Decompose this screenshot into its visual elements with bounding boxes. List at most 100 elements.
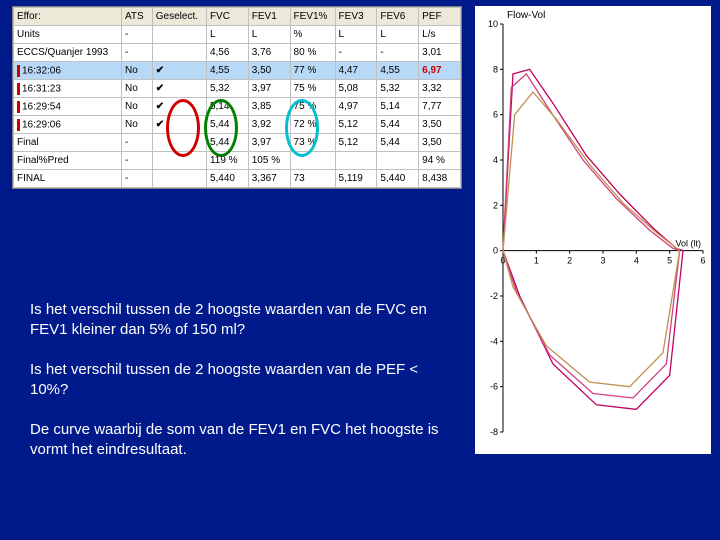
cell: 5,44: [206, 116, 248, 134]
cell: L: [248, 26, 290, 44]
svg-text:-6: -6: [490, 382, 498, 392]
table-row[interactable]: 16:29:54No✔5,143,8575 %4,975,147,77: [14, 98, 461, 116]
cell: 72 %: [290, 116, 335, 134]
cell: 75 %: [290, 98, 335, 116]
col-header: FVC: [206, 8, 248, 26]
cell: 5,440: [206, 170, 248, 188]
svg-text:5: 5: [667, 256, 672, 266]
cell: No: [121, 80, 152, 98]
col-header: FEV6: [377, 8, 419, 26]
cell: No: [121, 98, 152, 116]
cell: [152, 134, 206, 152]
cell: ✔: [152, 80, 206, 98]
cell: [152, 170, 206, 188]
svg-text:8: 8: [493, 64, 498, 74]
table-row[interactable]: Units-LL%LLL/s: [14, 26, 461, 44]
col-header: Geselect.: [152, 8, 206, 26]
effort-bar-icon: [17, 65, 20, 77]
effort-bar-icon: [17, 119, 20, 131]
cell: -: [121, 26, 152, 44]
cell: 3,50: [248, 62, 290, 80]
flow-volume-chart: Flow-Vol-8-6-4-202468100123456Vol (lt): [475, 6, 711, 454]
col-header: Effor:: [14, 8, 122, 26]
table-row[interactable]: 16:29:06No✔5,443,9272 %5,125,443,50: [14, 116, 461, 134]
cell: -: [121, 170, 152, 188]
spirometry-table: Effor:ATSGeselect.FVCFEV1FEV1%FEV3FEV6PE…: [12, 6, 462, 189]
svg-text:-2: -2: [490, 291, 498, 301]
svg-text:2: 2: [493, 200, 498, 210]
cell: -: [335, 44, 377, 62]
table-row[interactable]: 16:31:23No✔5,323,9775 %5,085,323,32: [14, 80, 461, 98]
cell: No: [121, 62, 152, 80]
col-header: FEV1%: [290, 8, 335, 26]
cell: 16:31:23: [14, 80, 122, 98]
effort-bar-icon: [17, 83, 20, 95]
cell: 73 %: [290, 134, 335, 152]
cell: -: [121, 134, 152, 152]
table-row[interactable]: Final-5,443,9773 %5,125,443,50: [14, 134, 461, 152]
cell: 16:32:06: [14, 62, 122, 80]
cell: ✔: [152, 116, 206, 134]
effort-bar-icon: [17, 101, 20, 113]
cell: 80 %: [290, 44, 335, 62]
cell: 6,97: [419, 62, 461, 80]
cell: [290, 152, 335, 170]
cell: 5,32: [377, 80, 419, 98]
cell: -: [377, 44, 419, 62]
cell: 16:29:54: [14, 98, 122, 116]
svg-text:2: 2: [567, 256, 572, 266]
cell: 3,76: [248, 44, 290, 62]
cell: 5,12: [335, 134, 377, 152]
cell: 77 %: [290, 62, 335, 80]
cell: 75 %: [290, 80, 335, 98]
cell: 5,119: [335, 170, 377, 188]
question-2: Is het verschil tussen de 2 hoogste waar…: [30, 360, 460, 399]
cell: 5,14: [206, 98, 248, 116]
svg-text:Vol (lt): Vol (lt): [675, 239, 701, 249]
cell: ✔: [152, 62, 206, 80]
cell: 3,97: [248, 80, 290, 98]
cell: 3,97: [248, 134, 290, 152]
cell: [152, 26, 206, 44]
svg-text:1: 1: [534, 256, 539, 266]
cell: 4,47: [335, 62, 377, 80]
col-header: PEF: [419, 8, 461, 26]
table-row[interactable]: 16:32:06No✔4,553,5077 %4,474,556,97: [14, 62, 461, 80]
cell: [377, 152, 419, 170]
cell: 3,367: [248, 170, 290, 188]
cell: ✔: [152, 98, 206, 116]
svg-text:Flow-Vol: Flow-Vol: [507, 10, 545, 21]
cell: ECCS/Quanjer 1993: [14, 44, 122, 62]
cell: 3,32: [419, 80, 461, 98]
cell: 105 %: [248, 152, 290, 170]
svg-text:-8: -8: [490, 427, 498, 437]
svg-text:6: 6: [493, 110, 498, 120]
cell: %: [290, 26, 335, 44]
cell: 4,97: [335, 98, 377, 116]
svg-text:6: 6: [700, 256, 705, 266]
cell: [152, 44, 206, 62]
table-row[interactable]: ECCS/Quanjer 1993-4,563,7680 %--3,01: [14, 44, 461, 62]
cell: 4,56: [206, 44, 248, 62]
cell: 16:29:06: [14, 116, 122, 134]
svg-text:-4: -4: [490, 336, 498, 346]
cell: 5,440: [377, 170, 419, 188]
cell: 5,12: [335, 116, 377, 134]
cell: 94 %: [419, 152, 461, 170]
cell: 3,50: [419, 116, 461, 134]
data-table: Effor:ATSGeselect.FVCFEV1FEV1%FEV3FEV6PE…: [13, 7, 461, 188]
svg-text:10: 10: [488, 19, 498, 29]
check-icon: ✔: [156, 65, 166, 76]
cell: 3,01: [419, 44, 461, 62]
cell: 7,77: [419, 98, 461, 116]
cell: 4,55: [206, 62, 248, 80]
cell: L: [377, 26, 419, 44]
cell: 3,92: [248, 116, 290, 134]
cell: [152, 152, 206, 170]
question-1: Is het verschil tussen de 2 hoogste waar…: [30, 300, 460, 339]
table-row[interactable]: FINAL-5,4403,367735,1195,4408,438: [14, 170, 461, 188]
table-row[interactable]: Final%Pred-119 %105 %94 %: [14, 152, 461, 170]
cell: 5,44: [377, 116, 419, 134]
col-header: ATS: [121, 8, 152, 26]
col-header: FEV3: [335, 8, 377, 26]
